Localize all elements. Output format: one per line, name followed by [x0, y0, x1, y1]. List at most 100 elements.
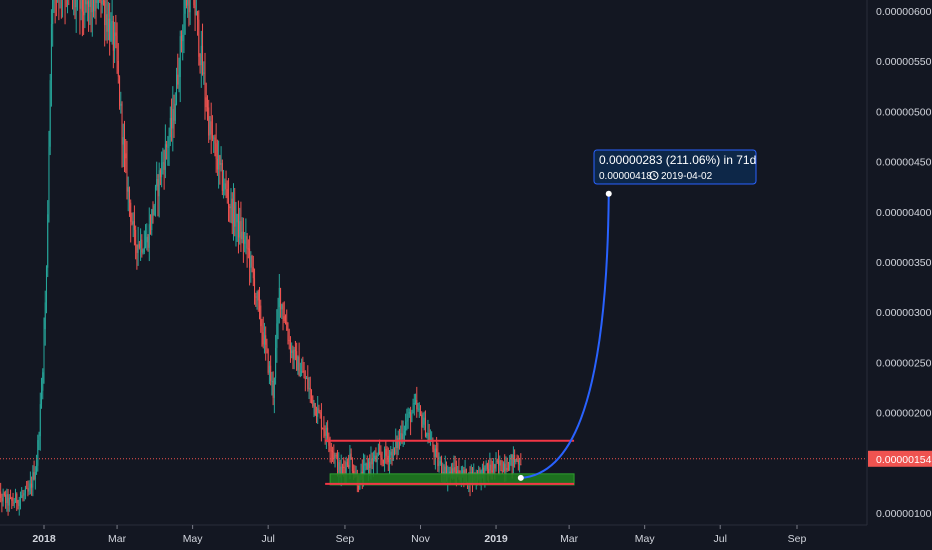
candle-body [345, 462, 347, 473]
candle-body [260, 305, 262, 327]
projection-callout[interactable]: 0.00000283 (211.06%) in 71d 0.00000418 2… [593, 149, 757, 185]
candle-body [211, 134, 213, 138]
candle-body [245, 236, 247, 240]
candle-body [197, 11, 199, 20]
candle-body [452, 468, 454, 478]
candle-body [26, 488, 28, 490]
candle-body [490, 464, 492, 471]
callout-main-label: 0.00000283 (211.06%) in 71d [599, 153, 756, 167]
candle-body [308, 387, 310, 389]
y-tick-label: 0.00000300 [876, 307, 932, 319]
candle-body [384, 448, 386, 464]
candle-body [150, 224, 152, 231]
candle-body [341, 466, 343, 468]
candle-body [270, 365, 272, 382]
candle-body [48, 146, 50, 215]
support-zone[interactable] [329, 473, 575, 486]
candle-body [106, 14, 108, 32]
candle-body [262, 332, 264, 345]
candle-body [317, 408, 319, 417]
x-tick-label: May [183, 533, 204, 545]
candle-body [491, 470, 493, 472]
candle-body [214, 137, 216, 144]
candle-body [439, 461, 441, 464]
candle-body [236, 213, 238, 223]
candle-body [346, 462, 348, 465]
candle-body [224, 183, 226, 190]
candle-body [437, 452, 439, 467]
x-tick-label: Mar [108, 533, 127, 545]
candle-body [510, 454, 512, 460]
x-tick-label: Jul [261, 533, 274, 545]
candle-body [411, 413, 413, 423]
candle-body [0, 491, 2, 499]
candle-body [410, 412, 412, 423]
candle-body [288, 340, 290, 342]
candle-body [161, 162, 163, 178]
candle-body [239, 221, 241, 238]
candle-body [506, 467, 508, 471]
candle-body [45, 267, 47, 303]
x-tick-label: Nov [411, 533, 430, 545]
candle-body [340, 466, 342, 476]
candle-body [371, 458, 373, 465]
candle-body [189, 0, 191, 13]
candle-body [34, 471, 36, 480]
candle-body [273, 377, 275, 398]
candle-body [132, 221, 134, 225]
candle-body [234, 201, 236, 227]
candle-body [8, 497, 10, 506]
candle-body [7, 494, 9, 506]
candle-body [500, 460, 502, 471]
candle-body [391, 451, 393, 461]
candle-body [202, 45, 204, 74]
candle-body [499, 460, 501, 466]
candle-body [422, 424, 424, 428]
candle-body [94, 0, 96, 12]
candle-body [182, 34, 184, 42]
candle-body [110, 23, 112, 41]
candle-body [353, 471, 355, 475]
candle-body [210, 121, 212, 135]
candle-body [24, 488, 26, 494]
y-tick-label: 0.00000500 [876, 106, 932, 118]
candle-body [329, 445, 331, 451]
candle-body [131, 221, 133, 225]
callout-target-price: 0.00000418 [599, 171, 652, 182]
candle-body [179, 36, 181, 78]
candle-body [309, 387, 311, 390]
projection-end-handle[interactable] [605, 190, 612, 197]
candle-body [136, 244, 138, 253]
candle-body [314, 403, 316, 416]
candle-body [216, 158, 218, 170]
candle-body [421, 414, 423, 428]
price-tag-label: 0.00000154 [876, 454, 932, 466]
candle-body [312, 395, 314, 407]
candle-body [112, 21, 114, 51]
candle-body [397, 437, 399, 449]
candle-body [79, 0, 81, 9]
candle-body [96, 0, 98, 4]
candle-body [319, 412, 321, 415]
candle-body [237, 213, 239, 238]
candle-body [416, 400, 418, 410]
candle-body [116, 35, 118, 62]
x-axis[interactable]: 2018 Mar May Jul Sep Nov 2019 Mar May Jul Sep [0, 524, 932, 550]
candle-body [286, 321, 288, 331]
y-axis[interactable]: 0.00000600 0.00000550 0.00000500 0.00000450… [866, 0, 932, 525]
candle-body [21, 495, 23, 498]
candle-body [481, 467, 483, 471]
candle-body [444, 466, 446, 478]
candle-body [226, 189, 228, 198]
candle-body [249, 248, 251, 268]
projection-curve[interactable] [520, 193, 610, 479]
candle-body [166, 144, 168, 148]
candle-body [140, 239, 142, 248]
candle-body [168, 136, 170, 147]
projection-start-handle[interactable] [517, 474, 524, 481]
price-tag-background [868, 450, 932, 467]
candle-body [180, 36, 182, 42]
candle-body [505, 467, 507, 472]
